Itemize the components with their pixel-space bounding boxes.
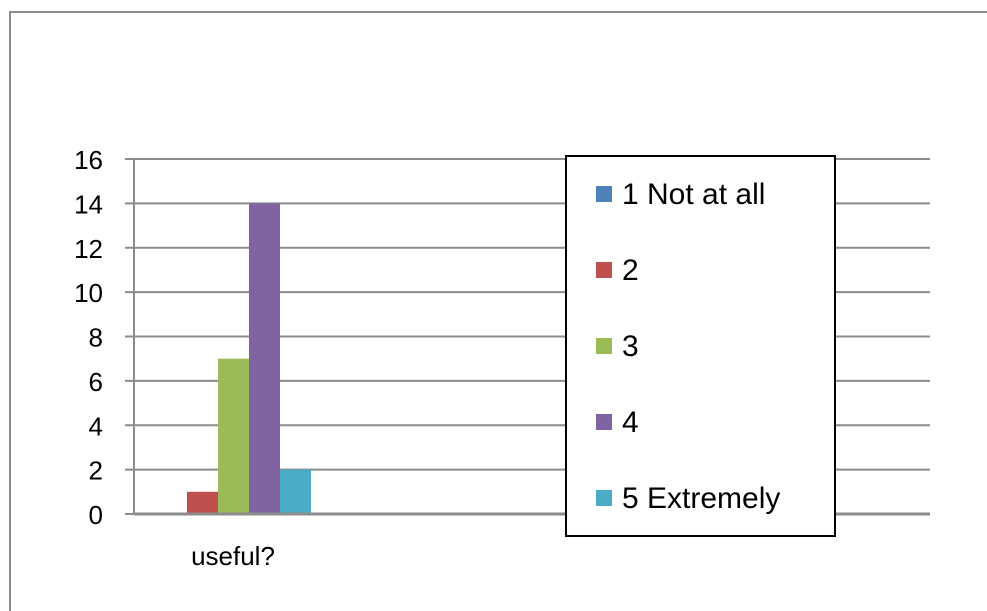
y-tick-label: 14 bbox=[74, 189, 103, 219]
bar-series-3 bbox=[218, 358, 249, 514]
legend-label-5: 5 Extremely bbox=[622, 482, 780, 515]
y-tick-label: 4 bbox=[89, 411, 103, 441]
y-tick-label: 12 bbox=[74, 234, 103, 264]
y-tick-label: 8 bbox=[89, 323, 103, 353]
bar-series-4 bbox=[249, 203, 280, 514]
y-axis-tick-labels: 0 2 4 6 8 10 12 14 16 bbox=[74, 145, 103, 530]
bar-series-2 bbox=[187, 491, 218, 514]
legend-swatch-4 bbox=[596, 414, 612, 430]
legend-swatch-5 bbox=[596, 490, 612, 506]
legend-label-4: 4 bbox=[622, 406, 639, 439]
y-tick-label: 16 bbox=[74, 145, 103, 175]
y-tick-label: 2 bbox=[89, 456, 103, 486]
y-tick-label: 6 bbox=[89, 367, 103, 397]
chart-frame bbox=[9, 11, 987, 611]
legend-swatch-2 bbox=[596, 262, 612, 278]
legend-label-3: 3 bbox=[622, 330, 639, 363]
legend: 1 Not at all 2 3 4 5 Extremely bbox=[565, 155, 836, 537]
x-axis-category-label: useful? bbox=[191, 541, 275, 571]
y-tick-label: 10 bbox=[74, 278, 103, 308]
legend-items: 1 Not at all 2 3 4 5 Extremely bbox=[596, 178, 780, 515]
bar-series-5 bbox=[280, 469, 311, 514]
legend-swatch-3 bbox=[596, 338, 612, 354]
legend-label-1: 1 Not at all bbox=[622, 178, 765, 211]
y-tick-label: 0 bbox=[89, 500, 103, 530]
legend-swatch-1 bbox=[596, 186, 612, 202]
bars bbox=[187, 203, 311, 514]
legend-label-2: 2 bbox=[622, 254, 639, 287]
